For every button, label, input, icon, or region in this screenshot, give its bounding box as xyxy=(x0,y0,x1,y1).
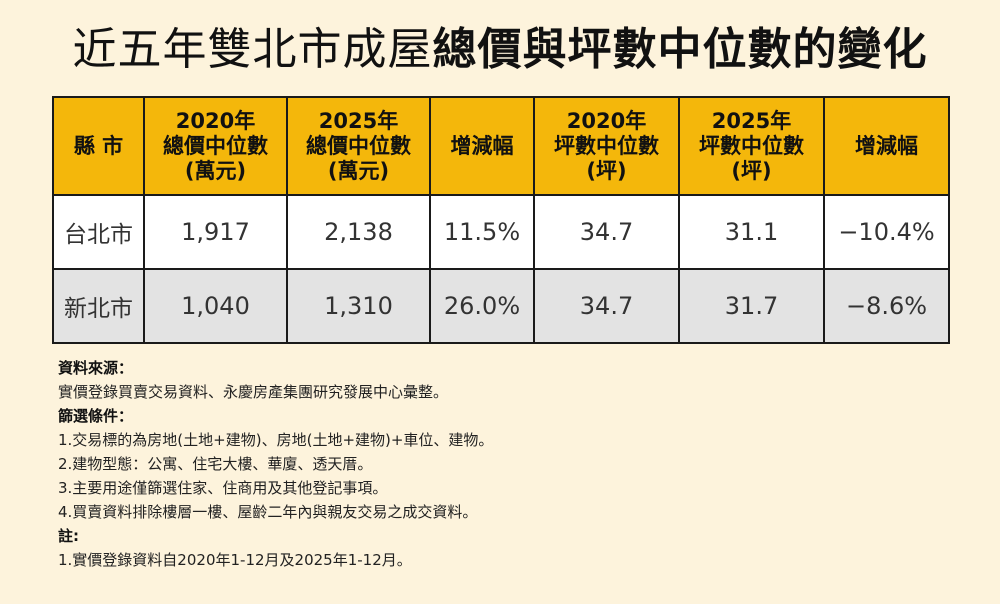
title-part-1: 近五年雙北市成屋 xyxy=(72,24,433,75)
cell-total-price-2020: 1,917 xyxy=(143,194,288,270)
cell-size-2025: 31.1 xyxy=(678,194,825,270)
header-size-change: 增減幅 xyxy=(823,96,950,196)
cell-total-price-2025: 1,310 xyxy=(286,268,431,344)
header-size-2020: 2020年 坪數中位數 (坪) xyxy=(533,96,680,196)
title-part-2: 總價與坪數中位數的變化 xyxy=(432,24,928,75)
header-total-price-2025: 2025年 總價中位數 (萬元) xyxy=(286,96,431,196)
table-row: 台北市 1,917 2,138 11.5% 34.7 31.1 −10.4% xyxy=(52,194,950,270)
cell-size-2020: 34.7 xyxy=(533,194,680,270)
source-text: 實價登錄買賣交易資料、永慶房產集團研究發展中心彙整。 xyxy=(58,383,449,401)
header-size-2025: 2025年 坪數中位數 (坪) xyxy=(678,96,825,196)
cell-total-price-2025: 2,138 xyxy=(286,194,431,270)
cell-size-2020: 34.7 xyxy=(533,268,680,344)
page-title: 近五年雙北市成屋總價與坪數中位數的變化 xyxy=(0,22,1000,78)
criteria-item: 4.買賣資料排除樓層一樓、屋齡二年內與親友交易之成交資料。 xyxy=(58,503,478,521)
footnote-heading: 註: xyxy=(58,527,79,545)
criteria-item: 2.建物型態：公寓、住宅大樓、華廈、透天厝。 xyxy=(58,455,373,473)
cell-size-change: −8.6% xyxy=(823,268,950,344)
source-heading: 資料來源： xyxy=(58,359,134,377)
criteria-heading: 篩選條件： xyxy=(58,407,134,425)
data-table: 縣 市 2020年 總價中位數 (萬元) 2025年 總價中位數 (萬元) 增減幅 20… xyxy=(52,96,950,344)
table-row: 新北市 1,040 1,310 26.0% 34.7 31.7 −8.6% xyxy=(52,268,950,344)
header-price-change: 增減幅 xyxy=(429,96,535,196)
cell-city: 台北市 xyxy=(52,194,145,270)
table-header-row: 縣 市 2020年 總價中位數 (萬元) 2025年 總價中位數 (萬元) 增減幅 20… xyxy=(52,96,950,196)
cell-size-change: −10.4% xyxy=(823,194,950,270)
footnote-text: 1.實價登錄資料自2020年1-12月及2025年1-12月。 xyxy=(58,551,412,569)
cell-price-change: 11.5% xyxy=(429,194,535,270)
cell-size-2025: 31.7 xyxy=(678,268,825,344)
notes-section: 資料來源： 實價登錄買賣交易資料、永慶房產集團研究發展中心彙整。 篩選條件： 1… xyxy=(58,356,938,572)
header-city: 縣 市 xyxy=(52,96,145,196)
header-total-price-2020: 2020年 總價中位數 (萬元) xyxy=(143,96,288,196)
cell-price-change: 26.0% xyxy=(429,268,535,344)
cell-city: 新北市 xyxy=(52,268,145,344)
criteria-item: 1.交易標的為房地(土地+建物)、房地(土地+建物)+車位、建物。 xyxy=(58,431,494,449)
criteria-item: 3.主要用途僅篩選住家、住商用及其他登記事項。 xyxy=(58,479,388,497)
cell-total-price-2020: 1,040 xyxy=(143,268,288,344)
